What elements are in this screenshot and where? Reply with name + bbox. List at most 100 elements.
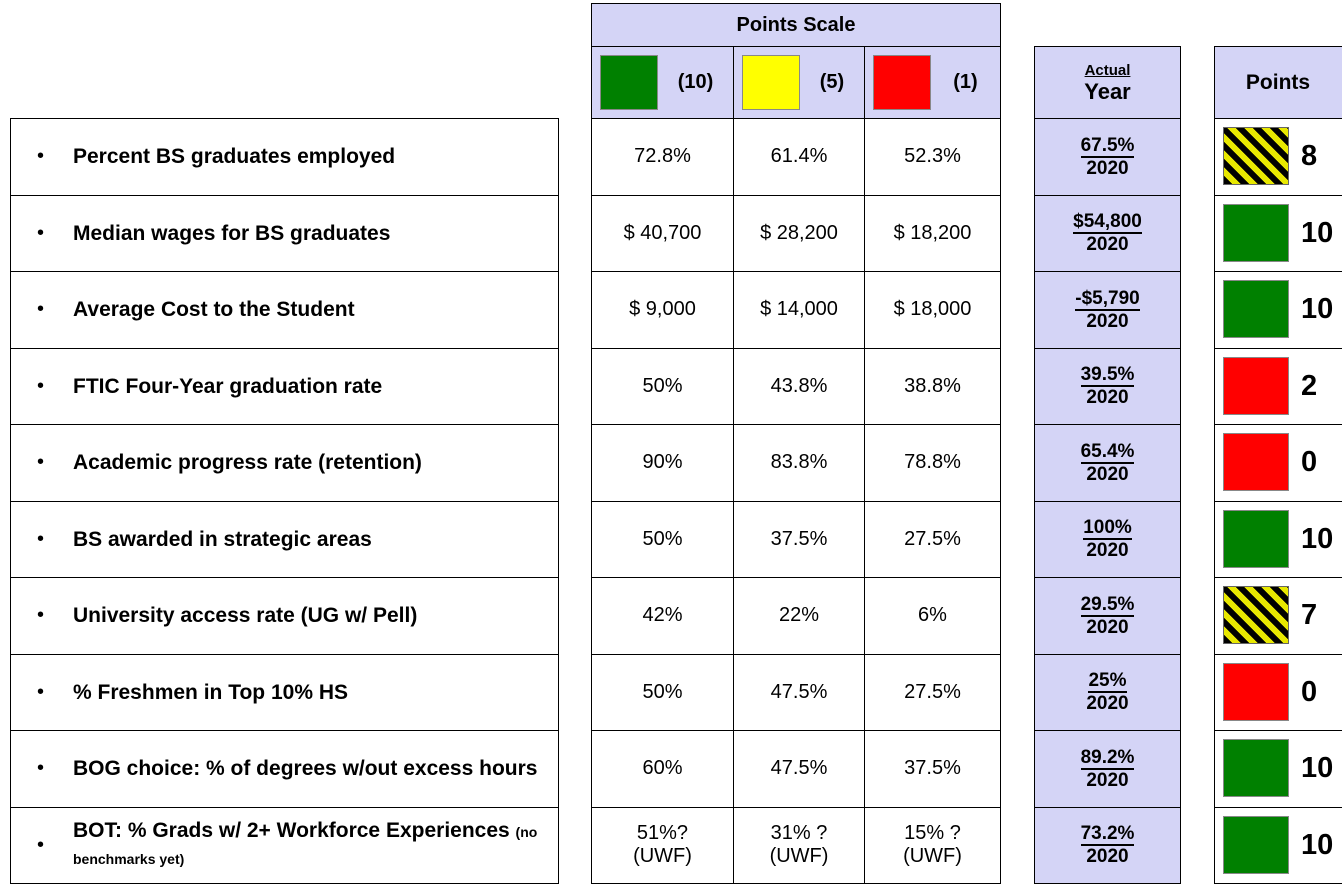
points-swatch <box>1223 356 1289 415</box>
metric-text: Percent BS graduates employed <box>73 119 543 195</box>
actual-value: 25% <box>1088 670 1127 694</box>
actual-year: 2020 <box>1086 693 1129 715</box>
metric-inner: Average Cost to the Student <box>73 297 355 322</box>
actual-year: 2020 <box>1086 769 1129 791</box>
metric-inner: FTIC Four-Year graduation rate <box>73 374 382 399</box>
actual-year: 2020 <box>1086 540 1129 562</box>
points-cell: 10 <box>1214 194 1342 272</box>
benchmark-cell: 15% ? (UWF) <box>864 806 1001 884</box>
metric-label: University access rate (UG w/ Pell) <box>73 604 418 628</box>
scale-label: (1) <box>953 70 978 93</box>
metric-label: Median wages for BS graduates <box>73 221 391 245</box>
points-cell: 2 <box>1214 347 1342 425</box>
metric-text: BOG choice: % of degrees w/out excess ho… <box>73 731 543 807</box>
benchmark-cell: 51%? (UWF) <box>591 806 734 884</box>
points-swatch <box>1223 586 1289 644</box>
metric-text: BS awarded in strategic areas <box>73 502 543 578</box>
metric-label: BOT: % Grads w/ 2+ Workforce Experiences <box>73 819 510 843</box>
actual-value: 65.4% <box>1080 440 1135 464</box>
benchmark-cell: 42% <box>591 577 734 655</box>
scale-label: (10) <box>677 70 714 93</box>
benchmark-cell: 47.5% <box>733 730 865 808</box>
benchmark-cell: 72.8% <box>591 118 734 196</box>
benchmark-cell: $ 18,200 <box>864 194 1001 272</box>
actual-header: Actual Year <box>1034 46 1181 119</box>
actual-year: 2020 <box>1086 310 1129 332</box>
actual-year: 2020 <box>1086 157 1129 179</box>
metric-inner: Median wages for BS graduates <box>73 221 390 246</box>
metric-cell: • Average Cost to the Student <box>10 271 559 349</box>
points-swatch <box>1223 509 1289 568</box>
actual-value: 89.2% <box>1080 746 1135 770</box>
metric-label: Academic progress rate (retention) <box>73 451 422 475</box>
actual-value: 100% <box>1083 517 1132 541</box>
metric-text: BOT: % Grads w/ 2+ Workforce Experiences… <box>73 808 543 884</box>
metric-cell: • Academic progress rate (retention) <box>10 424 559 502</box>
benchmark-cell: 47.5% <box>733 653 865 731</box>
actual-value: 29.5% <box>1080 593 1135 617</box>
metric-text: FTIC Four-Year graduation rate <box>73 349 543 425</box>
actual-year: 2020 <box>1086 463 1129 485</box>
points-value: 10 <box>1301 828 1334 861</box>
metric-cell: • Percent BS graduates employed <box>10 118 559 196</box>
actual-cell: 65.4% 2020 <box>1034 424 1181 502</box>
metric-label: BS awarded in strategic areas <box>73 527 372 551</box>
benchmark-cell: 90% <box>591 424 734 502</box>
actual-year: 2020 <box>1086 387 1129 409</box>
points-value: 2 <box>1301 369 1318 402</box>
benchmark-cell: 38.8% <box>864 347 1001 425</box>
metric-cell: • BOG choice: % of degrees w/out excess h… <box>10 730 559 808</box>
metric-inner: BOT: % Grads w/ 2+ Workforce Experiences… <box>73 818 543 872</box>
benchmark-cell: 27.5% <box>864 500 1001 578</box>
points-value: 8 <box>1301 140 1318 173</box>
points-value: 10 <box>1301 752 1334 785</box>
benchmark-cell: 50% <box>591 653 734 731</box>
points-cell: 0 <box>1214 653 1342 731</box>
metric-label: Percent BS graduates employed <box>73 145 396 169</box>
points-swatch <box>1223 739 1289 797</box>
metric-cell: • BS awarded in strategic areas <box>10 500 559 578</box>
actual-value: $54,800 <box>1073 211 1142 235</box>
points-swatch <box>1223 815 1289 874</box>
actual-cell: 39.5% 2020 <box>1034 347 1181 425</box>
points-swatch <box>1223 280 1289 338</box>
benchmark-cell: 43.8% <box>733 347 865 425</box>
scale-label: (5) <box>819 70 845 93</box>
benchmark-cell: 50% <box>591 500 734 578</box>
metric-inner: % Freshmen in Top 10% HS <box>73 680 348 705</box>
bullet: • <box>37 145 45 168</box>
metric-inner: BOG choice: % of degrees w/out excess ho… <box>73 756 537 781</box>
benchmark-cell: $ 40,700 <box>591 194 734 272</box>
benchmark-cell: 22% <box>733 577 865 655</box>
points-cell: 10 <box>1214 806 1342 884</box>
benchmark-cell: 83.8% <box>733 424 865 502</box>
year-label: Year <box>1084 78 1131 104</box>
metric-note: (no benchmarks yet) <box>73 824 538 868</box>
actual-cell: 89.2% 2020 <box>1034 730 1181 808</box>
points-cell: 10 <box>1214 730 1342 808</box>
benchmark-cell: 60% <box>591 730 734 808</box>
actual-year: 2020 <box>1086 616 1129 638</box>
metric-inner: Percent BS graduates employed <box>73 144 395 169</box>
bullet: • <box>37 680 45 703</box>
points-swatch <box>1223 662 1289 721</box>
scale-cell: (10) <box>591 46 734 119</box>
actual-cell: 100% 2020 <box>1034 500 1181 578</box>
scale-cell: (5) <box>733 46 865 119</box>
benchmark-cell: $ 18,000 <box>864 271 1001 349</box>
metric-text: Average Cost to the Student <box>73 272 543 348</box>
points-header: Points <box>1214 46 1342 119</box>
actual-label: Actual <box>1084 61 1131 79</box>
points-value: 10 <box>1301 216 1334 249</box>
points-cell: 10 <box>1214 500 1342 578</box>
metric-inner: University access rate (UG w/ Pell) <box>73 603 417 628</box>
metric-label: % Freshmen in Top 10% HS <box>73 680 348 704</box>
points-cell: 8 <box>1214 118 1342 196</box>
actual-value: 67.5% <box>1080 134 1135 158</box>
points-value: 0 <box>1301 675 1318 708</box>
scale-swatch <box>742 55 800 110</box>
benchmark-cell: 6% <box>864 577 1001 655</box>
bullet: • <box>37 374 45 397</box>
metric-inner: Academic progress rate (retention) <box>73 450 422 475</box>
metric-text: Academic progress rate (retention) <box>73 425 543 501</box>
